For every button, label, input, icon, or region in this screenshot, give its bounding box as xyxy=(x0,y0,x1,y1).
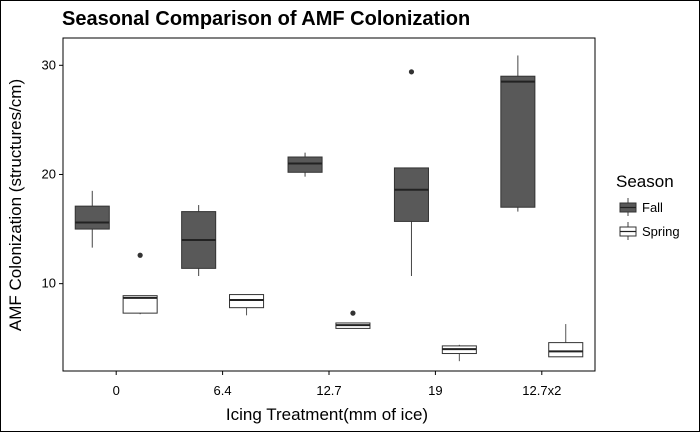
chart-title: Seasonal Comparison of AMF Colonization xyxy=(62,8,470,30)
legend-label: Spring xyxy=(642,224,680,239)
x-tick-label: 19 xyxy=(428,383,442,398)
x-axis-label: Icing Treatment(mm of ice) xyxy=(226,405,428,424)
box-spring-4 xyxy=(548,324,584,358)
outlier-point xyxy=(408,69,415,75)
legend-item-spring: Spring xyxy=(619,222,680,240)
box-body xyxy=(393,167,429,222)
box-fall-2 xyxy=(287,152,323,177)
legend-item-fall: Fall xyxy=(619,198,663,216)
x-axis: 0 6.4 12.7 19 12.7x2 xyxy=(113,371,561,398)
box-fall-4 xyxy=(500,55,536,212)
box-fall-3 xyxy=(393,69,429,277)
y-tick-label: 20 xyxy=(42,166,56,181)
box-body xyxy=(122,295,158,314)
outlier-point xyxy=(350,310,356,316)
box-body xyxy=(229,294,265,309)
legend: Season Fall Spring xyxy=(616,172,680,240)
box-body xyxy=(287,156,323,173)
x-tick-label: 12.7x2 xyxy=(522,383,561,398)
box-groups xyxy=(74,55,584,362)
box-spring-3 xyxy=(441,344,477,362)
y-axis-label: AMF Colonization (structures/cm) xyxy=(6,79,25,331)
box-spring-1 xyxy=(229,294,265,316)
x-tick-label: 6.4 xyxy=(214,383,232,398)
box-body xyxy=(74,205,110,230)
legend-title: Season xyxy=(616,172,674,191)
y-axis: 10 20 30 xyxy=(42,57,63,291)
y-tick-label: 10 xyxy=(42,276,56,291)
x-tick-label: 0 xyxy=(113,383,120,398)
outlier-point xyxy=(137,252,143,258)
y-tick-label: 30 xyxy=(42,57,56,72)
box-spring-0 xyxy=(122,252,158,315)
box-fall-0 xyxy=(74,190,110,248)
box-fall-1 xyxy=(181,205,217,277)
legend-label: Fall xyxy=(642,200,663,215)
box-body xyxy=(548,342,584,358)
box-spring-2 xyxy=(335,310,371,329)
x-tick-label: 12.7 xyxy=(316,383,341,398)
box-body xyxy=(500,75,536,208)
